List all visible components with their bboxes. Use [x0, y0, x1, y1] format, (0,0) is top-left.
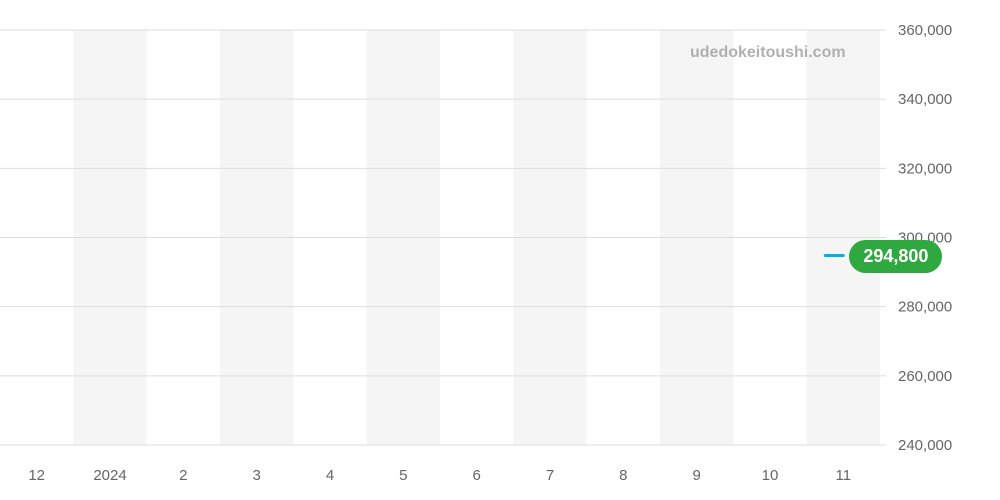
x-tick-label: 12	[28, 467, 45, 484]
y-tick-label: 360,000	[898, 22, 952, 39]
y-tick-label: 320,000	[898, 160, 952, 177]
y-tick-label: 300,000	[898, 230, 952, 247]
x-tick-label: 5	[399, 467, 407, 484]
x-tick-label: 6	[472, 467, 480, 484]
chart-canvas: 240,000 260,000 280,000 300,000 320,000 340,0…	[0, 0, 1000, 500]
x-tick-label: 2024	[93, 467, 126, 484]
y-tick-label: 240,000	[898, 437, 952, 454]
x-tick-label: 7	[546, 467, 554, 484]
x-tick-label: 3	[252, 467, 260, 484]
y-tick-label: 340,000	[898, 91, 952, 108]
x-tick-label: 2	[179, 467, 187, 484]
x-tick-label: 8	[619, 467, 627, 484]
x-tick-label: 9	[692, 467, 700, 484]
price-chart: 240,000 260,000 280,000 300,000 320,000 340,0…	[0, 0, 1000, 500]
x-tick-label: 4	[326, 467, 334, 484]
y-tick-label: 280,000	[898, 299, 952, 316]
y-tick-label: 260,000	[898, 368, 952, 385]
x-tick-label: 11	[836, 467, 852, 484]
x-tick-label: 10	[762, 467, 779, 484]
